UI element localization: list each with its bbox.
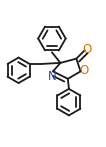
Text: O: O [79, 64, 89, 77]
Text: O: O [83, 43, 92, 56]
Text: N: N [48, 70, 57, 83]
